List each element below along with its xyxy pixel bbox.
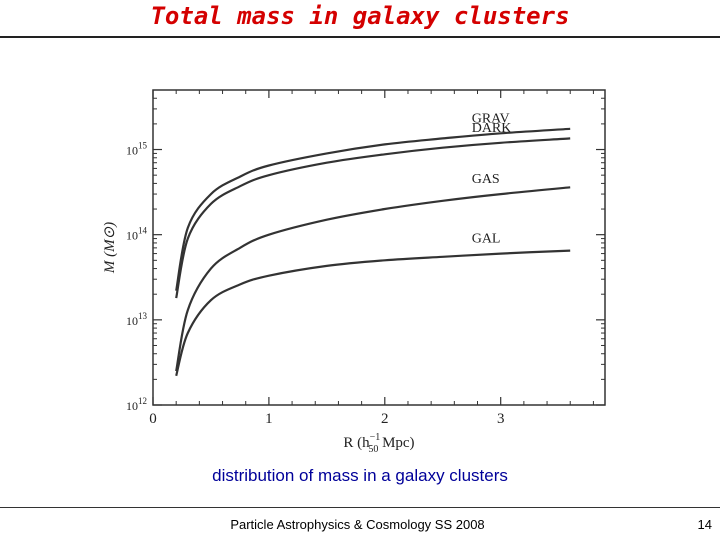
title-divider: [0, 36, 720, 38]
series-label-gas: GAS: [472, 172, 500, 187]
series-line-dark: [175, 137, 571, 299]
axis-ticks: [152, 89, 605, 406]
series-line-gal: [175, 249, 571, 377]
x-tick-label: 0: [149, 411, 157, 427]
series-line-gas: [175, 186, 571, 372]
series-lines: [175, 127, 571, 377]
series-label-dark: DARK: [472, 121, 512, 136]
y-axis-label: M (M⊙): [102, 222, 118, 274]
mass-profile-chart: GRAV DARK GAS GAL 0 1 2 3 1012 1013 1014 1015 R (h…: [100, 80, 630, 455]
y-tick-label: 1013: [126, 311, 148, 328]
plot-frame: [152, 89, 606, 406]
page-number: 14: [697, 517, 712, 532]
footer-text: Particle Astrophysics & Cosmology SS 200…: [230, 517, 485, 532]
slide-title: Total mass in galaxy clusters: [150, 2, 570, 30]
series-label-gal: GAL: [472, 232, 501, 247]
footer-divider: [0, 507, 720, 508]
series-line-grav: [175, 127, 571, 291]
x-tick-label: 1: [265, 411, 273, 427]
series-label-grav: GRAV: [472, 111, 510, 126]
y-tick-label: 1014: [126, 226, 148, 243]
y-tick-label: 1012: [126, 396, 147, 413]
figure-caption: distribution of mass in a galaxy cluster…: [212, 466, 508, 485]
y-tick-label: 1015: [126, 141, 148, 158]
x-axis-label: R (h−1 50 Mpc): [343, 432, 414, 455]
x-tick-label: 3: [497, 411, 505, 427]
x-tick-label: 2: [381, 411, 389, 427]
tick-labels: 0 1 2 3 1012 1013 1014 1015: [126, 141, 504, 427]
